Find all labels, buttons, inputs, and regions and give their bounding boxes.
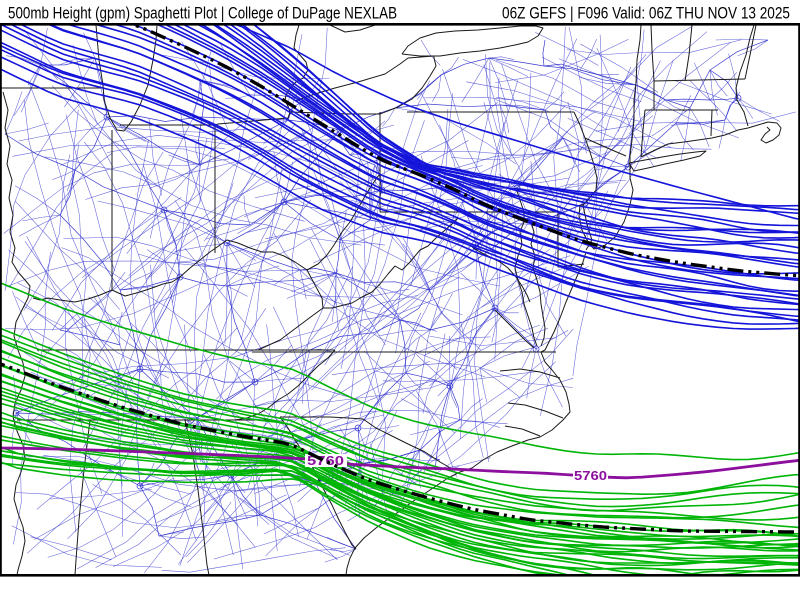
svg-text:5760: 5760 — [574, 469, 607, 483]
svg-text:06Z GEFS | F096 Valid: 06Z THU: 06Z GEFS | F096 Valid: 06Z THU NOV 13 20… — [502, 4, 790, 22]
svg-text:500mb Height (gpm) Spaghetti P: 500mb Height (gpm) Spaghetti Plot | Coll… — [8, 4, 397, 22]
